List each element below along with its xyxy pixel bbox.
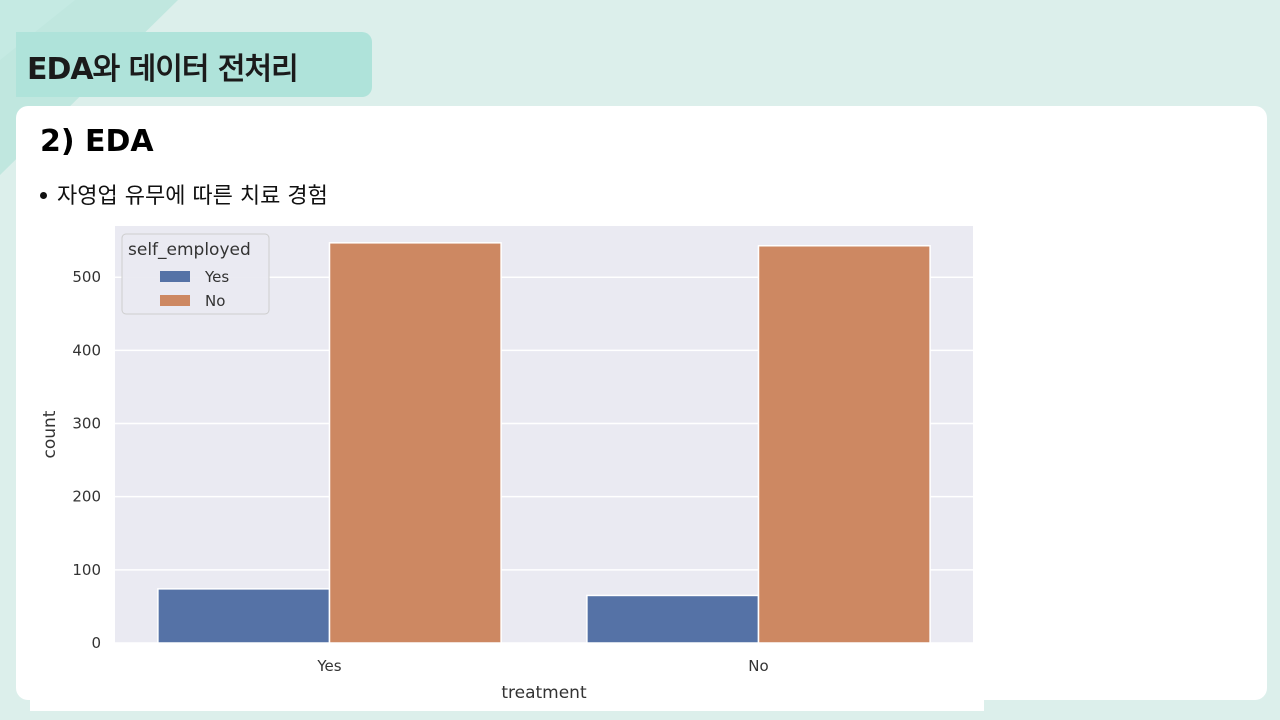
section-title: 2) EDA (40, 124, 154, 159)
legend-box (121, 233, 270, 315)
y-tick-label: 500 (72, 268, 101, 286)
bullet-item: 자영업 유무에 따른 치료 경험 (40, 178, 328, 210)
page-title: EDA와 데이터 전처리 (27, 52, 299, 87)
x-tick-label: Yes (316, 657, 341, 675)
x-axis-label: treatment (501, 683, 587, 703)
y-tick-label: 400 (72, 341, 101, 359)
legend-swatch-yes (160, 271, 190, 282)
legend-label-no: No (205, 292, 225, 310)
y-tick-label: 200 (72, 488, 101, 506)
bar-yes-yes (157, 588, 331, 644)
bar-chart: 0 100 200 300 400 500 Yes No treatment count self_… (40, 226, 973, 703)
x-tick-label: No (748, 657, 768, 675)
legend-swatch-no (160, 295, 190, 306)
header-tab (16, 32, 372, 97)
chart-frame: 0 100 200 300 400 500 Yes No treatment count self_… (30, 226, 984, 711)
legend-label-yes: Yes (204, 268, 229, 286)
legend-title: self_employed (128, 240, 251, 260)
y-tick-label: 0 (91, 634, 101, 652)
bullet-dot-icon (40, 191, 47, 199)
bar-no-yes (328, 242, 502, 644)
y-tick-label: 300 (72, 415, 101, 433)
bar-no-no (757, 245, 931, 644)
y-tick-label: 100 (72, 561, 101, 579)
bar-yes-no (586, 594, 760, 644)
y-axis-label: count (40, 410, 60, 458)
bullet-text: 자영업 유무에 따른 치료 경험 (57, 184, 328, 209)
